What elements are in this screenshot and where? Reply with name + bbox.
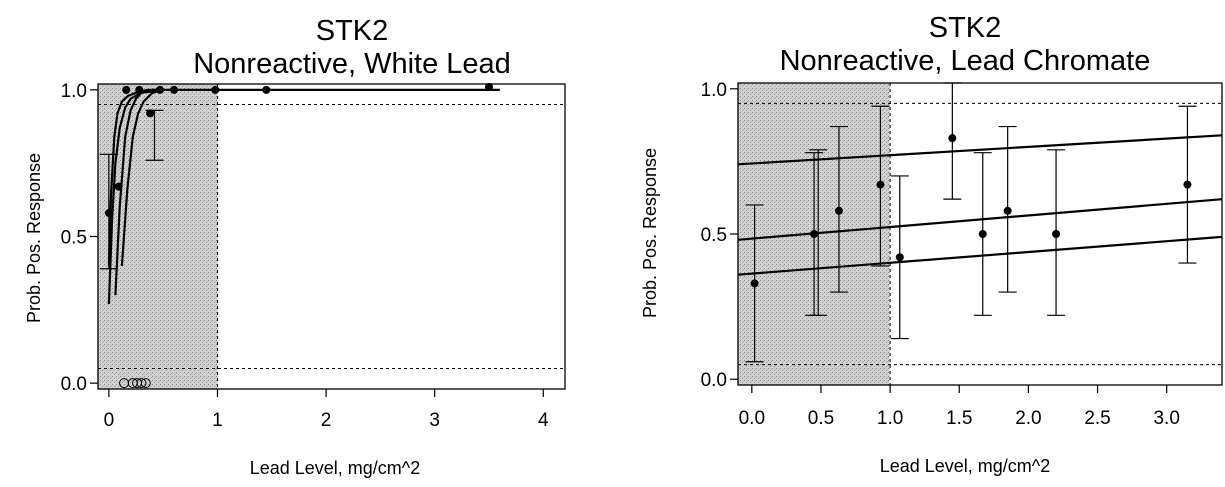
- x-tick-label: 3: [429, 410, 440, 431]
- y-tick-label: 1.0: [701, 80, 727, 101]
- chart-subtitle: Nonreactive, White Lead: [193, 48, 511, 80]
- x-tick-label: 2.5: [1084, 408, 1110, 429]
- data-point: [146, 109, 155, 118]
- data-point: [876, 180, 885, 189]
- data-point: [750, 279, 759, 288]
- chart-title: STK2: [929, 12, 1002, 44]
- chart-panel-white-lead: STK2 Nonreactive, White Lead Lead Level,…: [0, 0, 612, 487]
- data-point: [978, 230, 987, 238]
- y-axis-label: Prob. Pos. Response: [24, 153, 44, 323]
- x-tick-label: 1.0: [877, 408, 903, 429]
- chart-title: STK2: [316, 15, 389, 47]
- y-tick-label: 0.0: [701, 370, 727, 391]
- y-tick-label: 0.5: [701, 225, 727, 246]
- data-point: [104, 209, 113, 218]
- data-point: [170, 85, 179, 94]
- data-point: [155, 85, 164, 94]
- data-point: [1183, 180, 1192, 189]
- x-axis-label: Lead Level, mg/cm^2: [880, 456, 1051, 476]
- y-axis-label: Prob. Pos. Response: [640, 148, 660, 318]
- x-tick-label: 1.5: [946, 408, 972, 429]
- data-point-negative: [140, 378, 151, 389]
- chart-subtitle: Nonreactive, Lead Chromate: [780, 45, 1151, 77]
- data-point: [1052, 230, 1061, 238]
- x-tick-label: 3.0: [1153, 408, 1179, 429]
- fit-curve: [114, 88, 164, 296]
- data-point: [834, 206, 843, 215]
- x-tick-label: 2: [321, 410, 332, 431]
- data-point: [211, 85, 220, 94]
- y-tick-label: 0.5: [61, 228, 87, 249]
- x-tick-label: 0.0: [739, 408, 765, 429]
- data-point: [135, 85, 144, 94]
- data-point: [895, 253, 904, 262]
- data-point: [1003, 206, 1012, 215]
- x-tick-label: 2.0: [1015, 408, 1041, 429]
- data-point: [810, 230, 819, 238]
- x-axis-label: Lead Level, mg/cm^2: [250, 458, 421, 478]
- fit-curve: [120, 88, 164, 266]
- chart-svg-white-lead: STK2 Nonreactive, White Lead Lead Level,…: [24, 15, 566, 478]
- x-tick-label: 0.5: [808, 408, 834, 429]
- data-point: [948, 134, 957, 143]
- x-tick-label: 1: [212, 410, 223, 431]
- chart-panel-lead-chromate: STK2 Nonreactive, Lead Chromate Lead Lev…: [612, 0, 1224, 487]
- y-tick-label: 1.0: [61, 81, 87, 102]
- x-tick-label: 0: [104, 410, 115, 431]
- data-point: [262, 85, 271, 94]
- fit-curve: [107, 88, 164, 266]
- data-point: [114, 182, 123, 191]
- x-tick-label: 4: [538, 410, 549, 431]
- data-point: [122, 85, 131, 94]
- chart-svg-lead-chromate: STK2 Nonreactive, Lead Chromate Lead Lev…: [640, 12, 1223, 476]
- y-tick-label: 0.0: [61, 374, 87, 395]
- data-point-negative: [136, 378, 147, 389]
- data-point: [484, 82, 493, 91]
